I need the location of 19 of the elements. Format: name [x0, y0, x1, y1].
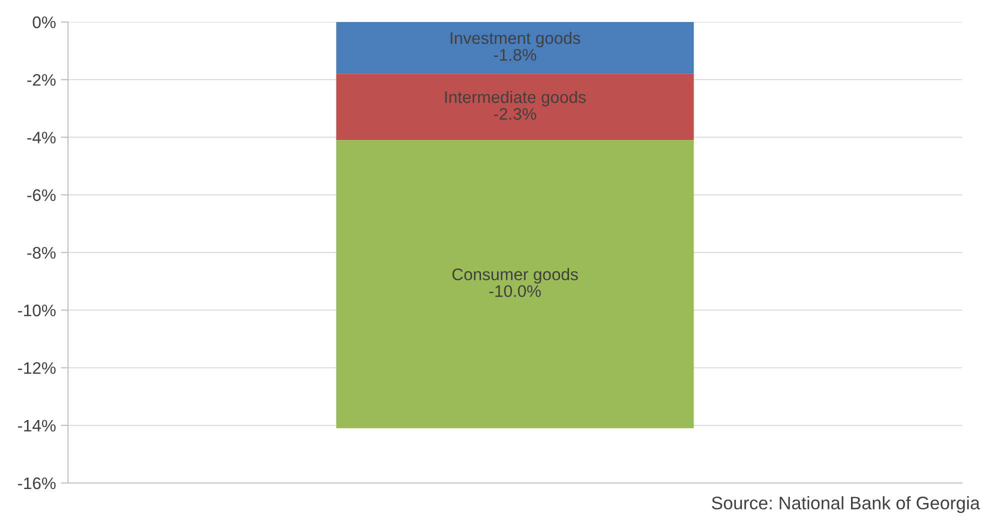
bar: [336, 22, 694, 74]
y-tick-label: -10%: [18, 304, 56, 316]
y-tick-label: -4%: [27, 132, 56, 144]
y-tick-label: -12%: [18, 362, 56, 374]
data-label: -2.3%: [494, 108, 536, 120]
y-tick-label: -14%: [18, 420, 56, 432]
series-label: Consumer goods: [452, 268, 578, 284]
y-tick-label: -2%: [27, 74, 56, 86]
y-tick-label: -6%: [27, 189, 56, 202]
series-label: Intermediate goods: [445, 90, 586, 106]
y-tick-label: -8%: [27, 246, 56, 259]
bar: [336, 74, 694, 140]
bar: [336, 140, 694, 428]
source-note: Source: National Bank of Georgia: [712, 496, 980, 513]
y-tick-label: -16%: [18, 477, 56, 490]
series-label: Investment goods: [450, 32, 580, 48]
y-tick-label: 0%: [32, 16, 56, 28]
data-label: -10.0%: [489, 285, 541, 298]
data-label: -1.8%: [494, 48, 536, 61]
